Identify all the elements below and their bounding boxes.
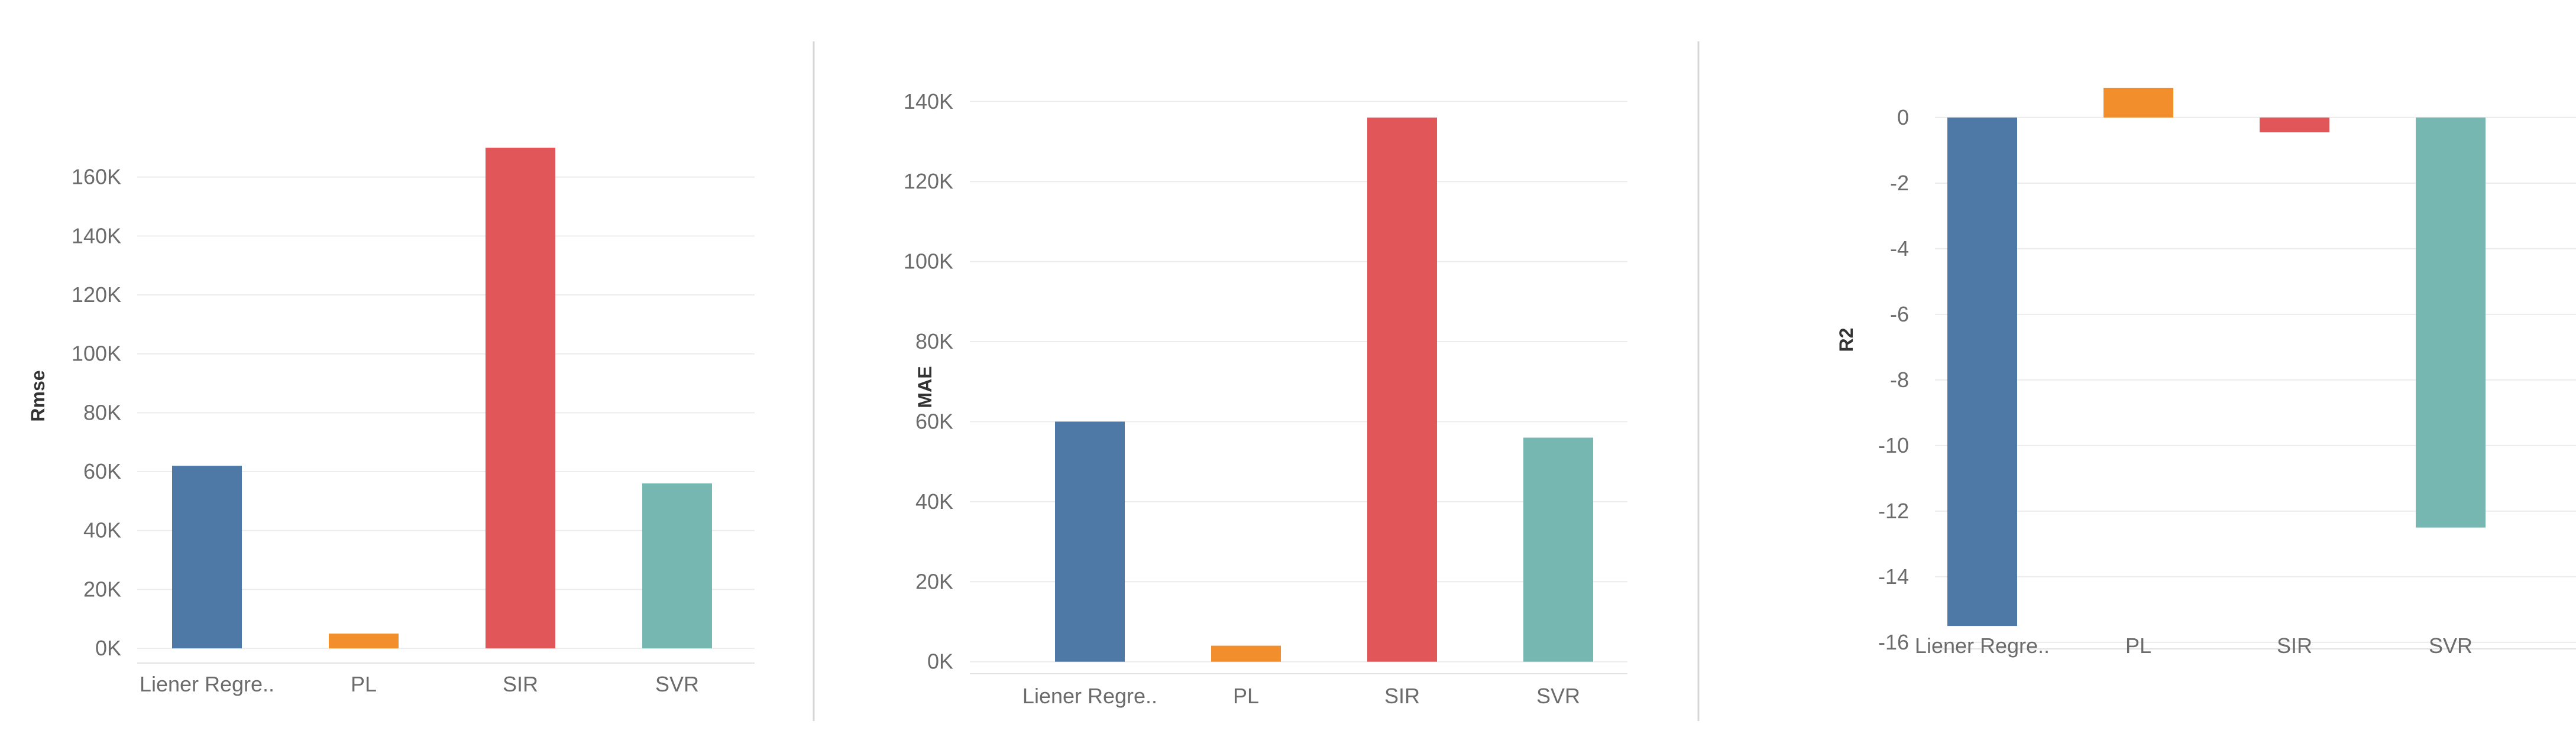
bar[interactable] [486, 147, 555, 649]
bar[interactable] [1367, 117, 1437, 662]
y-axis-title: MAE [914, 366, 936, 408]
bar[interactable] [642, 483, 712, 649]
y-tick-label: -14 [1878, 564, 1909, 589]
bar[interactable] [1211, 645, 1281, 662]
bar[interactable] [2416, 117, 2486, 528]
bar[interactable] [329, 634, 399, 649]
y-tick-label: -12 [1878, 499, 1909, 523]
y-tick-label: 140K [72, 223, 121, 248]
y-tick-label: 60K [83, 459, 121, 483]
y-tick-label: -4 [1890, 236, 1909, 261]
y-tick-label: -8 [1890, 368, 1909, 392]
x-category-label: SIR [2277, 634, 2312, 658]
y-tick-label: 40K [915, 489, 953, 514]
y-tick-label: 0 [1897, 105, 1909, 129]
x-category-label: SIR [503, 672, 538, 696]
x-category-label: PL [351, 672, 377, 696]
bar[interactable] [1055, 421, 1125, 662]
x-category-label: Liener Regre.. [1022, 684, 1157, 708]
y-tick-label: -6 [1890, 302, 1909, 326]
bar[interactable] [1523, 437, 1593, 662]
y-tick-label: -10 [1878, 433, 1909, 457]
bar[interactable] [2260, 117, 2329, 132]
x-category-label: PL [2125, 634, 2151, 658]
y-tick-label: 80K [83, 400, 121, 424]
x-category-label: PL [1233, 684, 1259, 708]
y-tick-label: 100K [904, 249, 953, 274]
y-tick-label: 40K [83, 518, 121, 543]
y-tick-label: 20K [83, 577, 121, 601]
y-tick-label: 120K [72, 282, 121, 307]
y-tick-label: 80K [915, 329, 953, 353]
y-tick-label: -16 [1878, 630, 1909, 654]
bar[interactable] [2103, 87, 2173, 118]
y-tick-label: 140K [904, 89, 953, 113]
bar[interactable] [172, 466, 242, 649]
y-tick-label: -2 [1890, 171, 1909, 195]
y-tick-label: 120K [904, 169, 953, 193]
rmse-chart: 0K 20K 40K 60K 80K 100K 120K 140K 160K Liener Reg… [27, 147, 755, 696]
x-category-label: SVR [2429, 634, 2473, 658]
y-axis-title: R2 [1836, 328, 1857, 352]
mae-chart: 0K 20K 40K 60K 80K 100K 120K 140K Liener Regre..… [904, 89, 1627, 708]
x-category-label: Liener Regre.. [140, 672, 274, 696]
y-tick-label: 20K [915, 569, 953, 593]
y-axis-title: Rmse [27, 370, 48, 421]
y-tick-label: 0K [95, 636, 121, 660]
r2-chart: 0 -2 -4 -6 -8 -10 -12 -14 -16 Liener Regre.. PL SIR… [1836, 87, 2576, 658]
y-tick-label: 100K [72, 342, 121, 366]
bar[interactable] [1947, 117, 2017, 626]
y-tick-label: 0K [927, 649, 953, 674]
x-category-label: SVR [1536, 684, 1580, 708]
x-category-label: Liener Regre.. [1915, 634, 2050, 658]
y-tick-label: 60K [915, 409, 953, 433]
x-category-label: SVR [655, 672, 699, 696]
x-category-label: SIR [1384, 684, 1420, 708]
y-tick-label: 160K [72, 165, 121, 189]
